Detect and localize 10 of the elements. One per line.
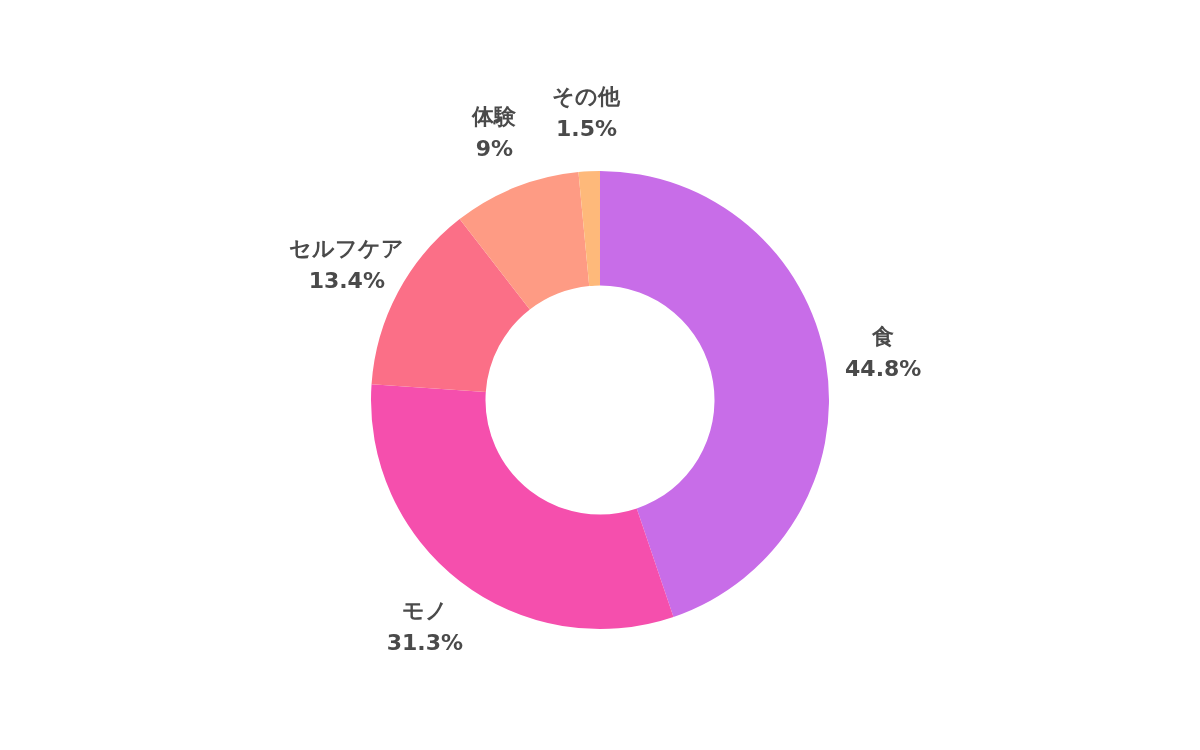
slice-label: 食 — [871, 324, 895, 350]
slice-label: モノ — [401, 598, 448, 624]
slice-label: その他 — [552, 84, 622, 110]
data-label: 13.4% — [308, 267, 385, 293]
data-label: 44.8% — [845, 356, 922, 382]
data-label: 9% — [475, 135, 514, 161]
data-label: 31.3% — [386, 630, 463, 656]
data-label: 1.5% — [555, 116, 617, 142]
slice-label: セルフケア — [289, 235, 405, 261]
slice-label: 体験 — [471, 103, 518, 129]
